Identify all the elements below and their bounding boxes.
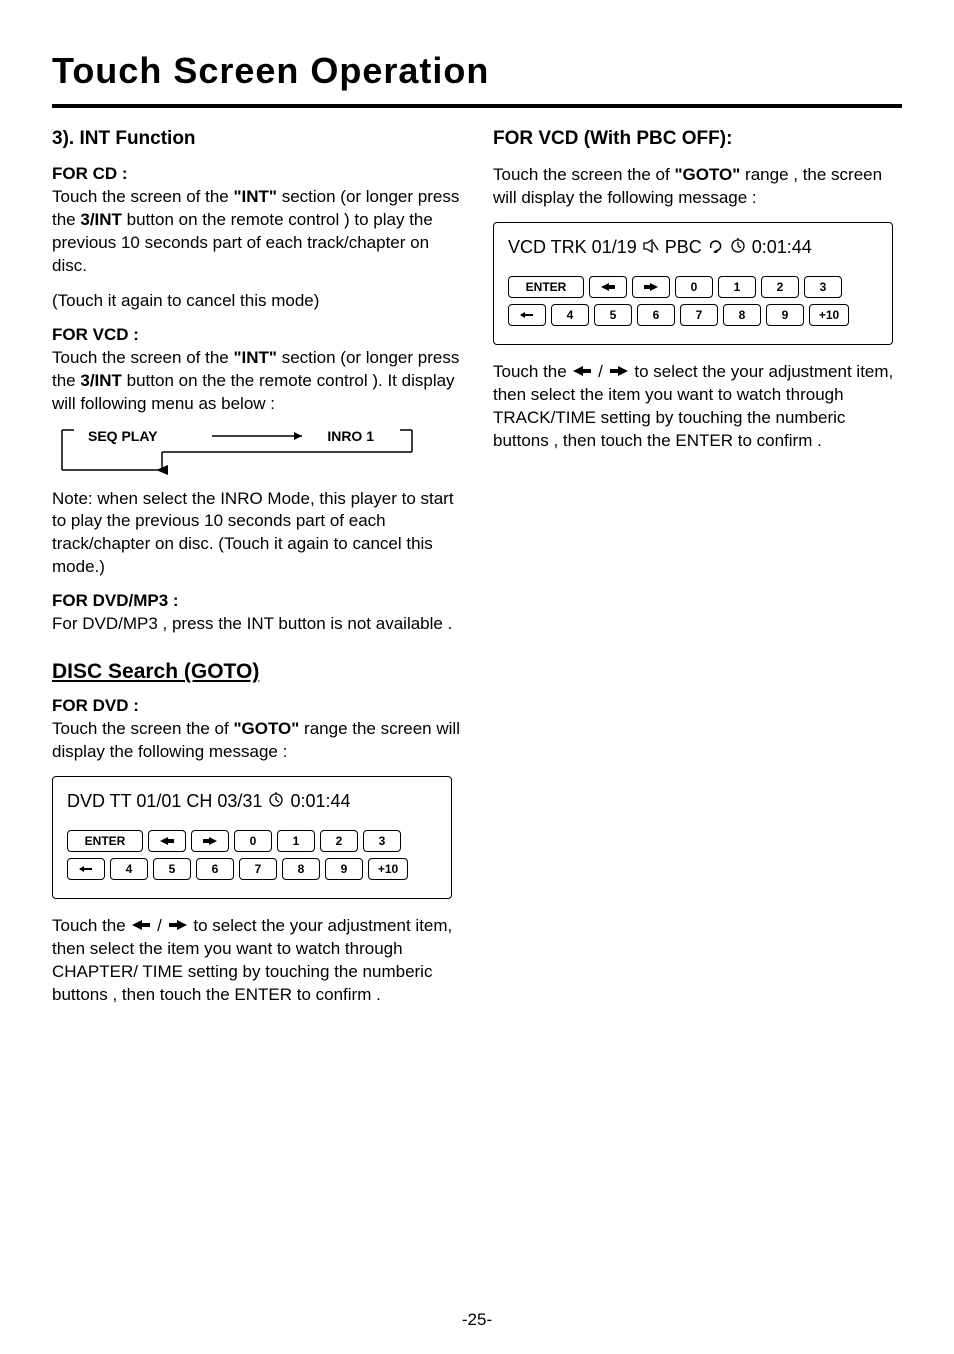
keypad-row-1: ENTER 0 1 2 3	[67, 830, 437, 852]
seq-play-label: SEQ PLAY	[88, 428, 158, 444]
key-back[interactable]	[508, 304, 546, 326]
repeat-icon	[708, 237, 724, 258]
page-title: Touch Screen Operation	[52, 50, 902, 92]
text: Touch the screen the of	[493, 165, 674, 184]
right-column: FOR VCD (With PBC OFF): Touch the screen…	[493, 128, 902, 1019]
keypad-row-2: 4 5 6 7 8 9 +10	[508, 304, 878, 326]
text: Touch the	[52, 916, 130, 935]
key-2[interactable]: 2	[761, 276, 799, 298]
dvd-status-text: DVD TT 01/01 CH 03/31	[67, 791, 262, 812]
key-plus10[interactable]: +10	[809, 304, 849, 326]
pbc-text: PBC	[665, 237, 702, 258]
key-arrow-left[interactable]	[148, 830, 186, 852]
dvd-instruction: Touch the / to select the your adjustmen…	[52, 915, 461, 1007]
int-bold: "INT"	[233, 187, 277, 206]
key-arrow-left[interactable]	[589, 276, 627, 298]
for-cd-heading: FOR CD :	[52, 164, 461, 184]
left-column: 3). INT Function FOR CD : Touch the scre…	[52, 128, 461, 1019]
inro-label: INRO 1	[327, 428, 374, 444]
clock-icon	[730, 237, 746, 258]
arrow-right-icon	[608, 361, 630, 384]
text: Touch the screen of the	[52, 348, 233, 367]
clock-icon	[268, 791, 284, 812]
cd-paragraph-2: (Touch it again to cancel this mode)	[52, 290, 461, 313]
key-3[interactable]: 3	[363, 830, 401, 852]
vcd-osd-box: VCD TRK 01/19 PBC 0:01:44 ENTER 0 1	[493, 222, 893, 345]
dvd-osd-box: DVD TT 01/01 CH 03/31 0:01:44 ENTER 0 1 …	[52, 776, 452, 899]
key-back[interactable]	[67, 858, 105, 880]
keypad-row-2: 4 5 6 7 8 9 +10	[67, 858, 437, 880]
vcd-instruction: Touch the / to select the your adjustmen…	[493, 361, 902, 453]
seq-play-diagram: SEQ PLAY INRO 1	[52, 428, 422, 476]
key-enter[interactable]: ENTER	[508, 276, 584, 298]
key-enter[interactable]: ENTER	[67, 830, 143, 852]
vcd-paragraph: Touch the screen of the "INT" section (o…	[52, 347, 461, 416]
vcd-goto-paragraph: Touch the screen the of "GOTO" range , t…	[493, 164, 902, 210]
keypad-row-1: ENTER 0 1 2 3	[508, 276, 878, 298]
key-0[interactable]: 0	[675, 276, 713, 298]
text: Touch the	[493, 362, 571, 381]
disc-search-heading: DISC Search (GOTO)	[52, 660, 461, 684]
key-5[interactable]: 5	[594, 304, 632, 326]
page-number: -25-	[0, 1310, 954, 1330]
key-arrow-right[interactable]	[632, 276, 670, 298]
vcd-status-text: VCD TRK 01/19	[508, 237, 637, 258]
for-vcd-pbc-heading: FOR VCD (With PBC OFF):	[493, 128, 902, 150]
arrow-left-icon	[130, 915, 152, 938]
key-1[interactable]: 1	[277, 830, 315, 852]
int-function-heading: 3). INT Function	[52, 128, 461, 150]
3int-bold: 3/INT	[80, 210, 122, 229]
inro-note: Note: when select the INRO Mode, this pl…	[52, 488, 461, 580]
key-4[interactable]: 4	[551, 304, 589, 326]
3int-bold: 3/INT	[80, 371, 122, 390]
key-1[interactable]: 1	[718, 276, 756, 298]
key-8[interactable]: 8	[723, 304, 761, 326]
key-5[interactable]: 5	[153, 858, 191, 880]
dvd-status-line: DVD TT 01/01 CH 03/31 0:01:44	[67, 791, 437, 812]
key-0[interactable]: 0	[234, 830, 272, 852]
key-6[interactable]: 6	[637, 304, 675, 326]
key-3[interactable]: 3	[804, 276, 842, 298]
for-vcd-heading: FOR VCD :	[52, 325, 461, 345]
key-8[interactable]: 8	[282, 858, 320, 880]
vcd-status-time: 0:01:44	[752, 237, 812, 258]
key-9[interactable]: 9	[766, 304, 804, 326]
key-plus10[interactable]: +10	[368, 858, 408, 880]
for-dvd-heading: FOR DVD :	[52, 696, 461, 716]
text: /	[593, 362, 607, 381]
text: /	[152, 916, 166, 935]
for-dvdmp3-heading: FOR DVD/MP3 :	[52, 591, 461, 611]
dvd-goto-paragraph: Touch the screen the of "GOTO" range the…	[52, 718, 461, 764]
dvd-status-time: 0:01:44	[290, 791, 350, 812]
key-arrow-right[interactable]	[191, 830, 229, 852]
key-7[interactable]: 7	[680, 304, 718, 326]
mute-icon	[643, 237, 659, 258]
title-rule	[52, 104, 902, 108]
content-columns: 3). INT Function FOR CD : Touch the scre…	[52, 128, 902, 1019]
goto-bold: "GOTO"	[233, 719, 299, 738]
key-7[interactable]: 7	[239, 858, 277, 880]
text: Touch the screen the of	[52, 719, 233, 738]
goto-bold: "GOTO"	[674, 165, 740, 184]
arrow-right-icon	[167, 915, 189, 938]
dvdmp3-paragraph: For DVD/MP3 , press the INT button is no…	[52, 613, 461, 636]
key-2[interactable]: 2	[320, 830, 358, 852]
int-bold: "INT"	[233, 348, 277, 367]
arrow-left-icon	[571, 361, 593, 384]
text: Touch the screen of the	[52, 187, 233, 206]
key-6[interactable]: 6	[196, 858, 234, 880]
vcd-status-line: VCD TRK 01/19 PBC 0:01:44	[508, 237, 878, 258]
key-9[interactable]: 9	[325, 858, 363, 880]
key-4[interactable]: 4	[110, 858, 148, 880]
cd-paragraph-1: Touch the screen of the "INT" section (o…	[52, 186, 461, 278]
